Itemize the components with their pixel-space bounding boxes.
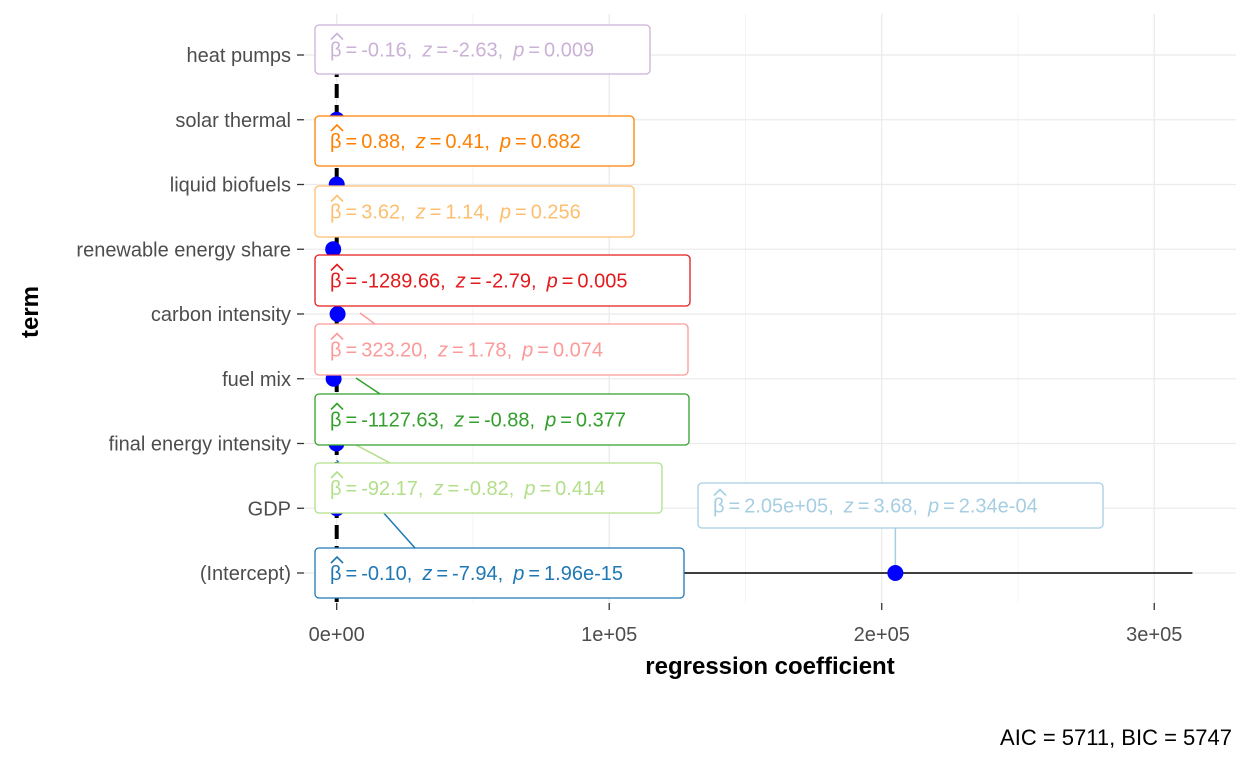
- beta-hat-mark: [330, 123, 344, 132]
- x-tick-label: 2e+05: [854, 624, 910, 646]
- beta-hat-mark: [330, 555, 344, 564]
- estimate-label: β = -92.17, z = -0.82, p = 0.414: [314, 462, 663, 514]
- estimate-labels: β = 2.05e+05, z = 3.68, p = 2.34e-04 β = …: [314, 24, 1104, 599]
- beta-hat-mark: [330, 194, 344, 203]
- label-box: [697, 482, 1104, 529]
- leader-line: [355, 377, 381, 395]
- estimate-label: β = -1289.66, z = -2.79, p = 0.005: [314, 254, 691, 307]
- beta-hat-mark: [330, 32, 344, 41]
- estimate-label: β = -0.10, z = -7.94, p = 1.96e-15: [314, 547, 685, 599]
- beta-hat-mark: [330, 263, 344, 272]
- label-text: β = 2.05e+05, z = 3.68, p = 2.34e-04: [713, 496, 1038, 518]
- y-tick-label: heat pumps: [186, 45, 291, 67]
- x-axis: 0e+00 1e+05 2e+05 3e+05: [309, 603, 1182, 646]
- label-box: [314, 323, 689, 376]
- label-box: [314, 547, 685, 599]
- y-tick-label: carbon intensity: [151, 304, 291, 326]
- x-axis-title: regression coefficient: [645, 653, 894, 680]
- x-tick-label: 3e+05: [1126, 624, 1182, 646]
- label-text: β = -92.17, z = -0.82, p = 0.414: [330, 478, 605, 500]
- estimate-label: β = -0.16, z = -2.63, p = 0.009: [314, 24, 651, 75]
- x-tick-label: 0e+00: [309, 624, 365, 646]
- label-text: β = 0.88, z = 0.41, p = 0.682: [330, 131, 581, 153]
- leader-line: [355, 444, 391, 464]
- label-text: β = -0.10, z = -7.94, p = 1.96e-15: [330, 563, 623, 585]
- estimate-point: [325, 241, 342, 258]
- leader-line: [359, 312, 376, 325]
- label-box: [314, 254, 691, 307]
- label-box: [314, 185, 635, 238]
- beta-hat-mark: [330, 402, 344, 411]
- label-box: [314, 462, 663, 514]
- y-tick-label: fuel mix: [222, 369, 291, 391]
- y-axis: (Intercept) GDP final energy intensity fuel…: [76, 45, 304, 585]
- estimate-label: β = 0.88, z = 0.41, p = 0.682: [314, 115, 635, 167]
- label-box: [314, 24, 651, 75]
- grid: [304, 14, 1236, 603]
- y-tick-label: solar thermal: [175, 110, 291, 132]
- estimate-point: [887, 565, 904, 581]
- estimate-label: β = 3.62, z = 1.14, p = 0.256: [314, 185, 635, 238]
- y-tick-label: renewable energy share: [76, 239, 291, 261]
- y-tick-label: final energy intensity: [109, 434, 291, 456]
- y-tick-label: liquid biofuels: [170, 175, 291, 197]
- label-text: β = 3.62, z = 1.14, p = 0.256: [330, 202, 581, 224]
- label-text: β = -1289.66, z = -2.79, p = 0.005: [330, 271, 627, 293]
- label-text: β = 323.20, z = 1.78, p = 0.074: [330, 340, 603, 362]
- label-text: β = -1127.63, z = -0.88, p = 0.377: [330, 410, 626, 432]
- label-box: [314, 115, 635, 167]
- beta-hat-mark: [330, 470, 344, 479]
- y-tick-label: (Intercept): [200, 563, 291, 585]
- beta-hat-mark: [713, 488, 727, 497]
- chart-caption: AIC = 5711, BIC = 5747: [1000, 725, 1232, 750]
- label-box: [314, 393, 690, 446]
- estimate-label: β = 2.05e+05, z = 3.68, p = 2.34e-04: [697, 482, 1104, 529]
- label-text: β = -0.16, z = -2.63, p = 0.009: [330, 40, 594, 62]
- estimate-label: β = -1127.63, z = -0.88, p = 0.377: [314, 393, 690, 446]
- estimate-point: [329, 306, 346, 322]
- y-tick-label: GDP: [248, 498, 291, 520]
- y-axis-title: term: [17, 286, 44, 338]
- beta-hat-mark: [330, 332, 344, 341]
- x-tick-label: 1e+05: [581, 624, 637, 646]
- estimate-label: β = 323.20, z = 1.78, p = 0.074: [314, 323, 689, 376]
